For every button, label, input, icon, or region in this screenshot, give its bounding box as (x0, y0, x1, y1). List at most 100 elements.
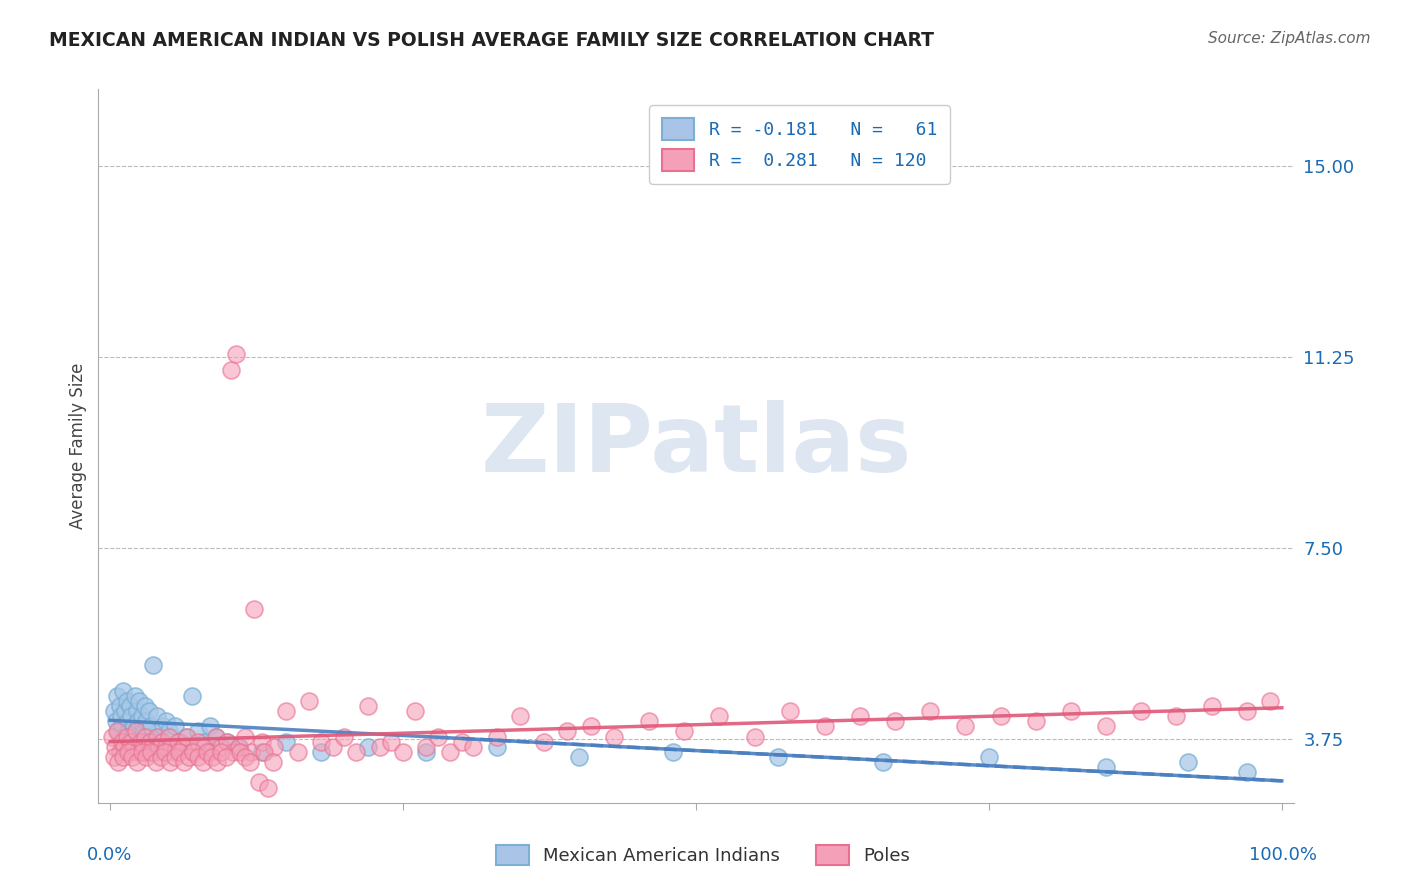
Point (380, 734, 402, 748)
Point (122, 739, 145, 754)
Point (117, 745, 139, 759)
Point (107, 724, 129, 739)
Point (135, 750, 157, 764)
Point (108, 745, 131, 759)
Point (112, 730, 135, 744)
Point (228, 739, 250, 754)
Point (193, 739, 215, 754)
Point (228, 739, 250, 754)
Point (568, 750, 591, 764)
Point (415, 739, 437, 754)
Point (146, 709, 169, 723)
Point (163, 745, 186, 759)
Point (233, 750, 256, 764)
Point (233, 730, 256, 744)
Point (115, 730, 138, 744)
Point (120, 709, 142, 723)
Point (257, 780, 280, 795)
Point (357, 698, 380, 713)
Point (485, 730, 508, 744)
Point (533, 734, 555, 748)
Point (1177, 755, 1199, 769)
Point (404, 704, 426, 718)
Point (344, 745, 367, 759)
Point (709, 709, 731, 723)
Point (112, 750, 135, 764)
Point (163, 719, 186, 733)
Text: 100.0%: 100.0% (1250, 846, 1317, 863)
Point (274, 704, 297, 718)
Point (814, 719, 837, 733)
Point (357, 739, 380, 754)
Point (215, 750, 238, 764)
Point (181, 745, 204, 759)
Point (1201, 698, 1223, 713)
Point (217, 734, 239, 748)
Point (174, 730, 197, 744)
Point (124, 689, 146, 703)
Point (149, 750, 172, 764)
Point (463, 739, 485, 754)
Point (115, 694, 138, 708)
Point (187, 724, 209, 739)
Point (173, 755, 195, 769)
Point (121, 730, 143, 744)
Point (977, 750, 1000, 764)
Point (309, 745, 332, 759)
Point (125, 724, 148, 739)
Point (955, 719, 977, 733)
Point (139, 734, 162, 748)
Point (114, 704, 136, 718)
Point (155, 714, 177, 729)
Point (159, 755, 181, 769)
Point (243, 602, 266, 616)
Point (127, 714, 149, 729)
Point (132, 739, 155, 754)
Point (219, 362, 242, 376)
Point (1025, 714, 1047, 729)
Point (118, 724, 141, 739)
Point (211, 745, 233, 759)
Point (262, 755, 284, 769)
Point (849, 709, 872, 723)
Point (427, 730, 450, 744)
Point (167, 734, 190, 748)
Point (120, 734, 142, 748)
Point (181, 689, 204, 703)
Point (148, 739, 170, 754)
Point (152, 719, 174, 733)
Point (1095, 719, 1118, 733)
Point (217, 734, 239, 748)
Point (101, 730, 124, 744)
Point (1236, 704, 1258, 718)
Point (105, 714, 128, 729)
Point (105, 689, 128, 703)
Point (239, 745, 262, 759)
Point (104, 739, 127, 754)
Point (177, 750, 200, 764)
Point (111, 734, 134, 748)
Point (172, 739, 194, 754)
Legend: R = -0.181   N =   61, R =  0.281   N = 120: R = -0.181 N = 61, R = 0.281 N = 120 (650, 105, 950, 184)
Text: MEXICAN AMERICAN INDIAN VS POLISH AVERAGE FAMILY SIZE CORRELATION CHART: MEXICAN AMERICAN INDIAN VS POLISH AVERAG… (49, 31, 934, 50)
Point (205, 755, 228, 769)
Point (117, 714, 139, 729)
Point (1130, 704, 1153, 718)
Point (136, 730, 159, 744)
Point (142, 658, 165, 673)
Point (143, 745, 166, 759)
Point (118, 745, 141, 759)
Point (603, 730, 626, 744)
Point (134, 698, 156, 713)
Point (148, 730, 170, 744)
Point (368, 739, 391, 754)
Point (197, 745, 219, 759)
Point (120, 698, 141, 713)
Point (150, 734, 173, 748)
Point (146, 730, 169, 744)
Point (1060, 704, 1083, 718)
Point (138, 704, 160, 718)
Point (141, 745, 163, 759)
Legend: Mexican American Indians, Poles: Mexican American Indians, Poles (486, 836, 920, 874)
Point (1095, 760, 1118, 774)
